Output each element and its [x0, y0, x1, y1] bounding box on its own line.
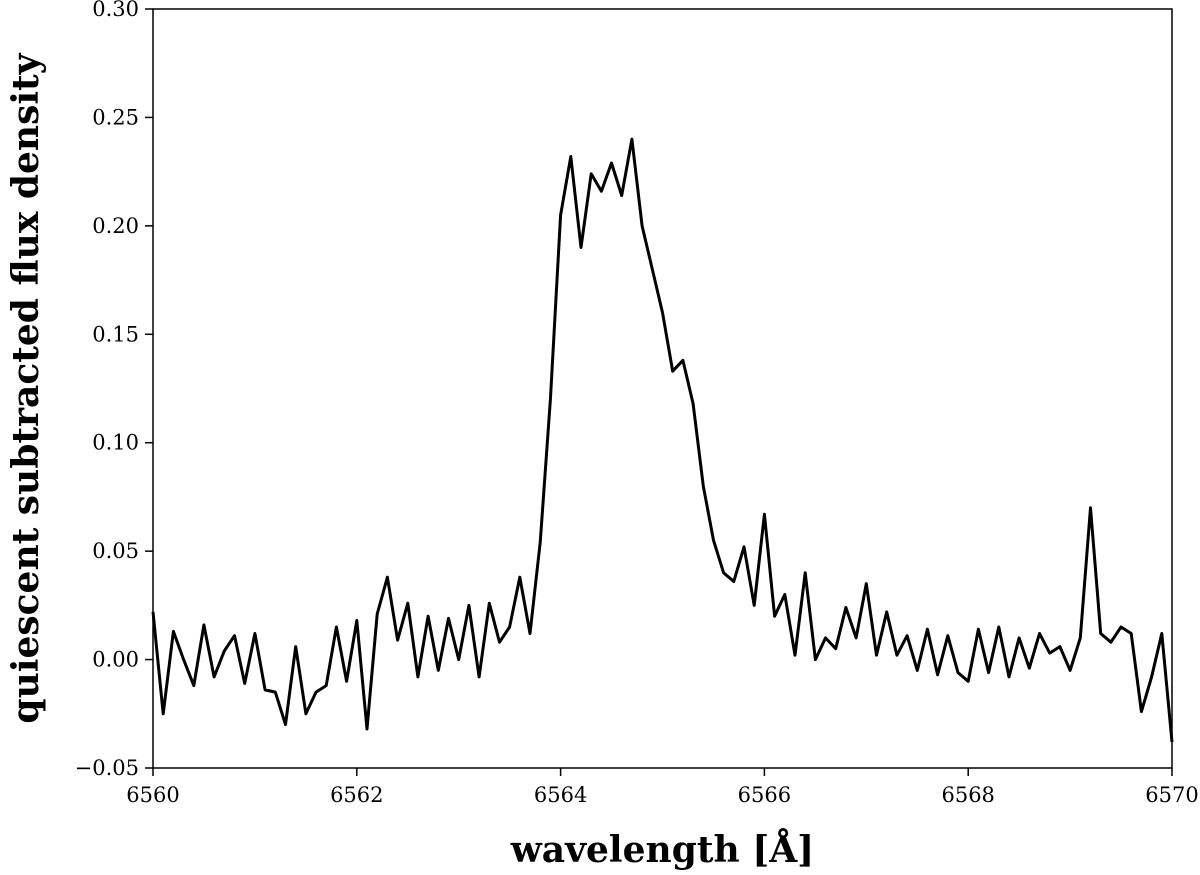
plot-layer — [151, 137, 1174, 743]
y-tick-label: 0.15 — [92, 322, 139, 346]
x-tick-label: 6570 — [1145, 783, 1198, 807]
y-tick-label: 0.25 — [92, 105, 139, 129]
spectrum-line — [151, 137, 1174, 743]
y-tick-label: 0.10 — [92, 431, 139, 455]
y-tick-label: 0.00 — [92, 648, 139, 672]
x-tick-label: 6568 — [941, 783, 994, 807]
x-tick-label: 6566 — [738, 783, 791, 807]
plot-frame — [152, 8, 1173, 769]
x-tick-label: 6564 — [534, 783, 587, 807]
y-tick-label: 0.30 — [92, 0, 139, 21]
y-tick-label: 0.05 — [92, 539, 139, 563]
x-axis-title: wavelength [Å] — [510, 829, 814, 871]
x-tick-label: 6562 — [330, 783, 383, 807]
x-tick-label: 6560 — [126, 783, 179, 807]
y-tick-label: −0.05 — [75, 756, 139, 780]
ticks-layer: 6560 6562 6564 6566 6568 6570 −0.05 0.00 0.05 0.1… — [75, 0, 1199, 807]
y-axis-title: quiescent subtracted flux density — [5, 52, 47, 723]
y-tick-label: 0.20 — [92, 214, 139, 238]
